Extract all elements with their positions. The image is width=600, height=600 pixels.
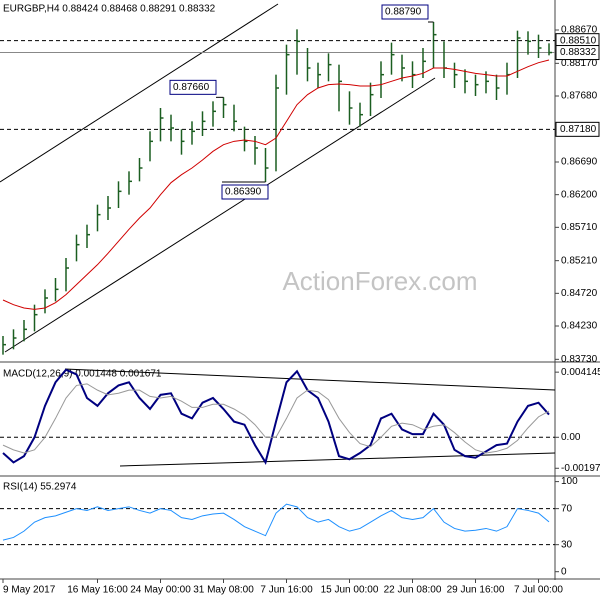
trend-line	[64, 368, 556, 391]
x-tick-label: 15 Jun 00:00	[321, 585, 379, 596]
y-tick-label: 0.84720	[561, 288, 598, 299]
x-tick-label: 9 May 2017	[3, 585, 56, 596]
y-tick-label: 0	[561, 566, 567, 577]
y-tick-label: 0.87680	[561, 91, 598, 102]
x-tick-label: 7 Jul 00:00	[514, 585, 563, 596]
y-tick-label: 0.86690	[561, 157, 598, 168]
x-tick-label: 7 Jun 16:00	[260, 585, 313, 596]
annotation-box	[221, 184, 269, 200]
level-label: 0.87180	[560, 124, 597, 135]
y-tick-label: 0.88170	[561, 58, 598, 69]
level-label-box	[555, 45, 600, 61]
y-tick-label: 0.85710	[561, 222, 598, 233]
annotation-label: 0.87660	[173, 82, 210, 93]
y-tick-label: 70	[561, 503, 573, 514]
channel-line	[0, 3, 279, 183]
indicator-line	[2, 383, 550, 454]
annotation-label: 0.86390	[225, 187, 262, 198]
annotation-box	[169, 79, 217, 95]
x-tick-label: 22 Jun 08:00	[384, 585, 442, 596]
annotation-label: 0.88790	[385, 7, 422, 18]
level-label-box	[555, 121, 600, 137]
watermark: ActionForex.com	[282, 266, 477, 296]
panel-title: EURGBP,H4 0.88424 0.88468 0.88291 0.8833…	[3, 4, 216, 15]
indicator-line	[2, 503, 550, 541]
moving-average	[2, 59, 550, 310]
trend-line	[119, 452, 556, 467]
x-tick-label: 24 May 00:00	[130, 585, 191, 596]
y-tick-label: 0.88670	[561, 25, 598, 36]
x-tick-label: 31 May 08:00	[193, 585, 254, 596]
y-tick-label: 0.86200	[561, 189, 598, 200]
level-label: 0.88510	[560, 35, 597, 46]
x-tick-label: 29 Jun 16:00	[447, 585, 505, 596]
y-tick-label: 0.85210	[561, 255, 598, 266]
annotation-box	[381, 4, 429, 20]
y-tick-label: 30	[561, 539, 573, 550]
y-tick-label: 100	[561, 476, 578, 487]
y-tick-label: 0.84230	[561, 321, 598, 332]
indicator-line	[2, 368, 550, 465]
panel-title: MACD(12,26,9) 0.001448 0.001671	[3, 369, 162, 380]
y-tick-label: 0.83730	[561, 354, 598, 365]
x-tick-label: 16 May 16:00	[67, 585, 128, 596]
y-tick-label: 0.00	[561, 432, 581, 443]
channel-line	[4, 77, 436, 353]
y-tick-label: 0.004145	[561, 367, 600, 378]
panel-title: RSI(14) 55.2974	[3, 482, 77, 493]
level-label: 0.88332	[560, 47, 597, 58]
y-tick-label: -0.001972	[561, 463, 600, 474]
